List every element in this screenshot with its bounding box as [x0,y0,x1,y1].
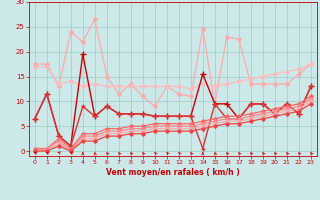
X-axis label: Vent moyen/en rafales ( km/h ): Vent moyen/en rafales ( km/h ) [106,168,240,177]
